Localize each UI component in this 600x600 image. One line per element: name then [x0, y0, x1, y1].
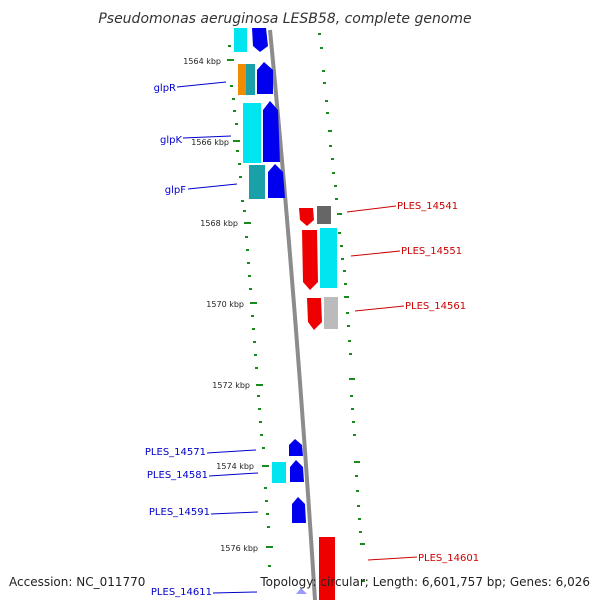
feature-orange [238, 64, 246, 95]
feature-cyan [243, 103, 261, 163]
feature-cds-reverse [299, 208, 314, 226]
feature-cds-forward [292, 497, 306, 523]
feature-cds-forward [257, 62, 273, 94]
gene-label-PLES_14581[interactable]: PLES_14581 [147, 470, 208, 481]
gene-label-glpK[interactable]: glpK [160, 135, 182, 146]
gene-label-PLES_14551[interactable]: PLES_14551 [401, 246, 462, 257]
gene-label-PLES_14591[interactable]: PLES_14591 [149, 507, 210, 518]
gene-label-PLES_14601[interactable]: PLES_14601 [418, 553, 479, 564]
tick-label-1576: 1576 kbp [220, 544, 258, 553]
feature-cds-forward [296, 588, 307, 594]
feature-light-gray [324, 297, 338, 329]
gene-label-PLES_14561[interactable]: PLES_14561 [405, 301, 466, 312]
reverse-features [299, 206, 338, 600]
tick-label-1574: 1574 kbp [216, 462, 254, 471]
feature-cds-forward [290, 460, 304, 482]
tick-label-1572: 1572 kbp [212, 381, 250, 390]
feature-cyan [320, 228, 337, 288]
tick-labels: 1564 kbp 1566 kbp 1568 kbp 1570 kbp 1572… [183, 57, 258, 553]
gene-label-glpF[interactable]: glpF [165, 185, 186, 196]
gene-label-PLES_14541[interactable]: PLES_14541 [397, 201, 458, 212]
feature-cyan [272, 462, 286, 483]
feature-cds-forward [252, 28, 268, 52]
genome-backbone [268, 29, 317, 600]
map-title: Pseudomonas aeruginosa LESB58, complete … [98, 11, 471, 27]
forward-features [234, 28, 307, 594]
feature-cds-reverse [319, 537, 335, 600]
forward-tick-dots [228, 45, 271, 567]
feature-cds-reverse [307, 298, 322, 330]
topology-text: Topology: circular; Length: 6,601,757 bp… [259, 575, 590, 589]
feature-cds-reverse [302, 230, 318, 290]
feature-cyan [234, 28, 247, 52]
feature-cds-forward [268, 164, 285, 198]
reverse-gene-labels: PLES_14541 PLES_14551 PLES_14561 PLES_14… [346, 201, 479, 564]
accession-text: Accession: NC_011770 [9, 575, 145, 589]
tick-label-1564: 1564 kbp [183, 57, 221, 66]
feature-teal [246, 64, 255, 95]
reverse-tick-dots [318, 33, 365, 582]
tick-label-1570: 1570 kbp [206, 300, 244, 309]
tick-label-1566: 1566 kbp [191, 138, 229, 147]
forward-gene-labels: glpR glpK glpF PLES_14571 PLES_14581 PLE… [145, 81, 259, 598]
feature-cds-forward [289, 439, 303, 456]
feature-dark-gray [317, 206, 331, 224]
gene-label-PLES_14611[interactable]: PLES_14611 [151, 587, 212, 598]
gene-label-PLES_14571[interactable]: PLES_14571 [145, 447, 206, 458]
feature-teal [249, 165, 265, 199]
major-ticks [227, 59, 273, 548]
gene-label-glpR[interactable]: glpR [154, 83, 176, 94]
feature-cds-forward [263, 101, 280, 162]
tick-label-1568: 1568 kbp [200, 219, 238, 228]
